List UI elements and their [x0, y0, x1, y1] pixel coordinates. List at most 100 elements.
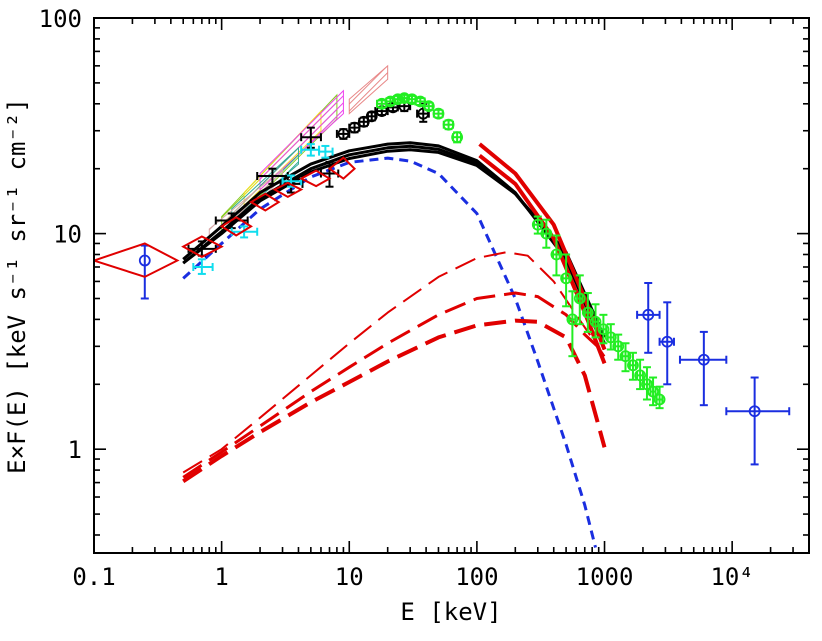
diamond-marker	[299, 169, 332, 188]
x-axis-title: E [keV]	[400, 598, 501, 626]
error-bar-point	[653, 385, 666, 410]
error-bar-point	[604, 323, 617, 351]
y-tick-labels: 1 10 100	[39, 5, 82, 464]
error-bar-point	[230, 225, 259, 239]
error-bar-point	[725, 376, 791, 466]
error-bar-point	[442, 118, 455, 131]
model-curve	[182, 148, 606, 339]
circle-marker	[641, 378, 653, 391]
circle-marker	[550, 248, 563, 261]
error-bar-point	[619, 342, 632, 373]
error-bar-point	[550, 234, 563, 277]
error-bar-point	[422, 100, 435, 113]
y-tick-label: 1	[68, 436, 82, 464]
circle-marker	[661, 335, 674, 348]
circle-marker	[138, 254, 151, 267]
error-bar-point	[540, 218, 553, 249]
x-tick-label: 1000	[576, 563, 634, 591]
x-tick-label: 10⁴	[710, 563, 753, 591]
circle-marker	[604, 331, 617, 344]
model-curve	[182, 318, 607, 483]
diamond-marker	[272, 181, 304, 199]
circle-marker	[398, 92, 411, 105]
circle-marker	[634, 369, 647, 382]
hatched-band	[348, 64, 389, 115]
error-bar-point	[634, 358, 647, 391]
y-axis-title: E×F(E) [keV s⁻¹ sr⁻¹ cm⁻²]	[3, 98, 31, 474]
circle-marker	[417, 107, 430, 120]
error-bar-point	[318, 144, 334, 159]
x-tick-label: 1	[214, 563, 228, 591]
error-bar-point	[636, 282, 661, 354]
circle-marker	[432, 107, 445, 120]
error-bar-point	[641, 366, 653, 401]
circle-marker	[422, 100, 435, 113]
circle-marker	[337, 128, 350, 140]
circle-marker	[573, 292, 586, 305]
model-curve	[182, 144, 606, 344]
circle-marker	[540, 227, 553, 240]
circle-marker	[391, 93, 404, 106]
diamond-marker	[327, 156, 357, 180]
error-bar-point	[566, 290, 579, 358]
error-bar-point	[451, 131, 464, 144]
x-tick-label: 0.1	[72, 563, 115, 591]
error-bar-point	[531, 215, 544, 235]
model-curve	[478, 154, 607, 365]
error-bar-point	[627, 351, 639, 381]
circle-marker	[560, 272, 573, 285]
x-tick-label: 100	[455, 563, 498, 591]
error-bar-point	[658, 301, 675, 386]
circle-marker	[357, 115, 370, 128]
circle-marker	[406, 93, 418, 106]
error-bar-point	[560, 253, 573, 308]
circle-marker	[597, 323, 610, 336]
model-curve	[182, 156, 597, 548]
diamond-marker	[94, 242, 180, 278]
y-tick-label: 10	[53, 221, 82, 249]
axis-ticks	[93, 17, 810, 553]
circle-marker	[619, 350, 632, 363]
error-bar-point	[348, 121, 361, 134]
circle-marker	[348, 121, 361, 134]
circle-marker	[647, 385, 659, 398]
error-bar-point	[597, 313, 610, 345]
error-bar-point	[573, 274, 586, 326]
circle-marker	[612, 340, 625, 353]
error-bar-point	[335, 128, 351, 140]
circle-marker	[697, 353, 710, 366]
model-curves	[182, 141, 607, 548]
circle-marker	[642, 308, 655, 321]
diamond-marker	[219, 216, 253, 237]
error-bar-point	[432, 107, 445, 120]
circle-marker	[589, 315, 602, 328]
error-bar-point	[138, 244, 151, 300]
circle-marker	[442, 118, 455, 131]
error-bar-point	[581, 292, 594, 333]
model-curve	[182, 141, 606, 351]
model-curve	[182, 251, 606, 474]
circle-marker	[653, 393, 666, 406]
x-tick-label: 10	[335, 563, 364, 591]
error-bar-point	[192, 258, 214, 275]
plot-frame	[93, 17, 810, 554]
error-bar-point	[589, 303, 602, 339]
circle-marker	[365, 110, 378, 123]
circle-marker	[384, 95, 397, 108]
circle-marker	[451, 131, 464, 144]
circle-marker	[627, 359, 639, 372]
circle-marker	[748, 405, 761, 418]
circle-marker	[581, 306, 594, 319]
model-curve	[182, 291, 606, 479]
x-tick-labels: 0.1 1 10 100 1000 10⁴	[72, 563, 754, 591]
error-bar-point	[612, 333, 625, 361]
error-bar-point	[647, 376, 659, 407]
error-bar-point	[678, 330, 728, 407]
circle-marker	[566, 313, 579, 326]
diamond-marker	[249, 192, 281, 212]
circle-marker	[531, 218, 544, 231]
diamond-marker	[181, 235, 224, 258]
y-tick-label: 100	[39, 5, 82, 33]
data-points	[94, 92, 791, 466]
